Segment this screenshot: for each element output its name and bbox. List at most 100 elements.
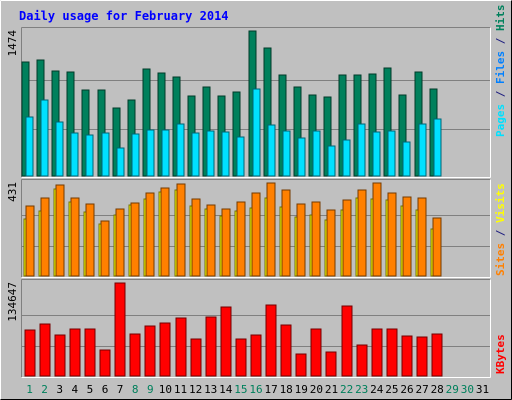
legend-text: / — [494, 223, 507, 243]
y-axis-max-label: 1474 — [6, 30, 19, 57]
day-label: 4 — [71, 383, 78, 396]
legend-text: Files — [494, 51, 507, 84]
day-label: 16 — [249, 383, 262, 396]
day-label: 1 — [26, 383, 33, 396]
bar-pages-day-18 — [282, 130, 291, 177]
bar-pages-day-6 — [101, 132, 110, 177]
day-label: 31 — [476, 383, 489, 396]
bar-kbytes-day-3 — [54, 334, 66, 377]
bar-kbytes-day-9 — [144, 325, 156, 377]
bar-sites-day-23 — [357, 189, 367, 277]
day-label: 28 — [431, 383, 444, 396]
bar-pages-day-26 — [402, 141, 411, 177]
bar-sites-day-4 — [70, 197, 80, 277]
bar-pages-day-22 — [342, 139, 351, 177]
day-label: 14 — [219, 383, 233, 396]
bar-sites-day-16 — [251, 192, 261, 277]
day-label: 9 — [147, 383, 154, 396]
y-axis-max-label: 431 — [6, 182, 19, 202]
bar-kbytes-day-23 — [356, 344, 368, 377]
bar-pages-day-13 — [206, 130, 215, 177]
bar-pages-day-11 — [176, 123, 185, 177]
bar-pages-day-9 — [146, 129, 155, 177]
bar-sites-day-26 — [402, 196, 412, 277]
bar-pages-day-17 — [267, 124, 276, 177]
bar-sites-day-2 — [40, 197, 50, 277]
bar-sites-day-22 — [342, 199, 352, 277]
legend-text: / — [494, 31, 507, 51]
bar-pages-day-10 — [161, 129, 170, 177]
bar-pages-day-23 — [357, 123, 366, 177]
bar-kbytes-day-22 — [341, 305, 353, 377]
bar-sites-day-25 — [387, 192, 397, 277]
day-label: 15 — [234, 383, 247, 396]
bar-sites-day-11 — [176, 183, 186, 277]
legend-text: Hits — [494, 5, 507, 32]
bar-sites-day-1 — [25, 205, 35, 277]
bar-kbytes-day-15 — [235, 338, 247, 377]
day-label: 8 — [132, 383, 139, 396]
day-label: 12 — [189, 383, 202, 396]
bar-pages-day-7 — [116, 147, 125, 177]
legend-text: Visits — [494, 183, 507, 223]
bar-sites-day-28 — [432, 217, 442, 277]
bar-kbytes-day-11 — [175, 317, 187, 377]
series-legend: Pages / Files / Hits — [494, 5, 507, 138]
bar-pages-day-16 — [252, 88, 261, 177]
day-label: 7 — [117, 383, 124, 396]
bar-pages-day-20 — [312, 130, 321, 177]
day-label: 23 — [355, 383, 368, 396]
bar-pages-day-21 — [327, 145, 336, 177]
bar-sites-day-12 — [191, 198, 201, 277]
day-label: 21 — [325, 383, 338, 396]
bar-sites-day-27 — [417, 197, 427, 277]
bar-sites-day-6 — [100, 220, 110, 277]
sites-visits-panel: 431 Sites / Visits — [6, 179, 507, 278]
bar-kbytes-day-20 — [310, 328, 322, 377]
bar-pages-day-8 — [131, 133, 140, 177]
bar-kbytes-day-26 — [401, 335, 413, 377]
day-label: 24 — [370, 383, 384, 396]
bar-sites-day-3 — [55, 184, 65, 277]
bar-kbytes-day-17 — [265, 304, 277, 377]
bar-sites-day-7 — [115, 208, 125, 277]
day-label: 18 — [280, 383, 293, 396]
bar-sites-day-8 — [130, 202, 140, 277]
bar-kbytes-day-28 — [431, 333, 443, 377]
bar-sites-day-9 — [145, 192, 155, 277]
bar-kbytes-day-5 — [84, 328, 96, 377]
bar-sites-day-13 — [206, 204, 216, 277]
legend-text: Sites — [494, 243, 507, 276]
bar-kbytes-day-2 — [39, 323, 51, 377]
bar-pages-day-5 — [85, 134, 94, 177]
kbytes-panel: 134647 KBytes — [6, 279, 507, 378]
bar-pages-day-25 — [387, 130, 396, 177]
bar-sites-day-10 — [160, 187, 170, 277]
day-label: 6 — [102, 383, 109, 396]
day-label: 29 — [446, 383, 459, 396]
bar-pages-day-12 — [191, 132, 200, 177]
day-label: 11 — [174, 383, 187, 396]
bar-kbytes-day-7 — [114, 282, 126, 377]
bar-pages-day-19 — [297, 137, 306, 177]
day-label: 26 — [400, 383, 413, 396]
bar-kbytes-day-6 — [99, 349, 111, 377]
bar-kbytes-day-21 — [325, 351, 337, 377]
bar-sites-day-5 — [85, 203, 95, 277]
bar-kbytes-day-18 — [280, 324, 292, 377]
legend-text: Pages — [494, 104, 507, 137]
chart-title: Daily usage for February 2014 — [19, 9, 229, 23]
bar-pages-day-24 — [372, 131, 381, 177]
day-label: 19 — [295, 383, 308, 396]
bar-sites-day-21 — [326, 209, 336, 277]
bar-kbytes-day-12 — [190, 338, 202, 377]
bar-kbytes-day-16 — [250, 334, 262, 377]
bar-kbytes-day-4 — [69, 328, 81, 377]
bar-sites-day-15 — [236, 201, 246, 277]
bar-kbytes-day-24 — [371, 328, 383, 377]
legend-text: KBytes — [494, 334, 507, 374]
bar-sites-day-18 — [281, 189, 291, 277]
bar-sites-day-24 — [372, 182, 382, 277]
bar-pages-day-3 — [55, 121, 64, 177]
